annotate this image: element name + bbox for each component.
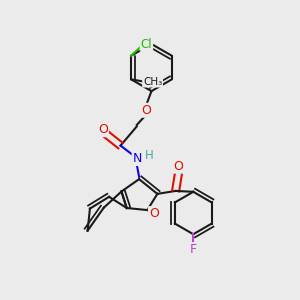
Text: O: O bbox=[98, 123, 108, 136]
Text: O: O bbox=[174, 160, 184, 173]
Text: F: F bbox=[190, 243, 197, 256]
Text: O: O bbox=[149, 207, 159, 220]
Text: N: N bbox=[133, 152, 142, 165]
Text: Cl: Cl bbox=[141, 38, 152, 50]
Text: H: H bbox=[145, 149, 154, 162]
Text: CH₃: CH₃ bbox=[143, 77, 162, 87]
Text: O: O bbox=[141, 104, 151, 117]
